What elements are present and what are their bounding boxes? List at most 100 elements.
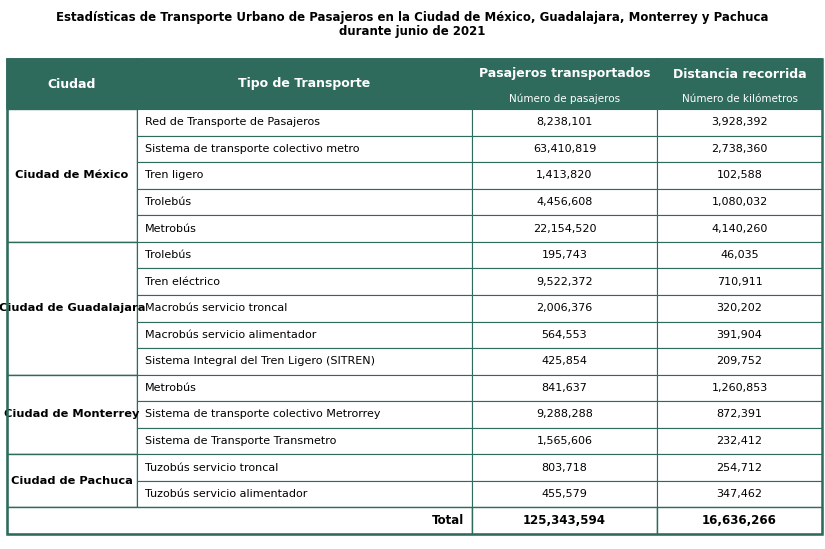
Bar <box>472 455 657 481</box>
Text: 425,854: 425,854 <box>541 356 587 366</box>
Bar <box>657 109 822 136</box>
Bar <box>137 348 472 374</box>
Text: Número de pasajeros: Número de pasajeros <box>509 94 620 104</box>
Bar <box>137 268 472 295</box>
Bar <box>472 348 657 374</box>
Bar <box>657 268 822 295</box>
Bar <box>472 401 657 428</box>
Bar <box>472 295 657 322</box>
Bar <box>472 59 657 89</box>
Text: Trolebús: Trolebús <box>145 250 191 260</box>
Text: 102,588: 102,588 <box>717 170 762 181</box>
Text: 232,412: 232,412 <box>716 436 762 446</box>
Bar <box>137 401 472 428</box>
Bar <box>657 295 822 322</box>
Text: Red de Transporte de Pasajeros: Red de Transporte de Pasajeros <box>145 117 320 127</box>
Bar <box>137 109 472 136</box>
Bar <box>7 59 137 109</box>
Text: Tuzobús servicio troncal: Tuzobús servicio troncal <box>145 463 278 473</box>
Text: 564,553: 564,553 <box>542 330 587 340</box>
Bar <box>657 348 822 374</box>
Text: 63,410,819: 63,410,819 <box>533 144 596 154</box>
Bar <box>472 136 657 162</box>
Text: 9,288,288: 9,288,288 <box>536 410 593 419</box>
Text: 1,080,032: 1,080,032 <box>711 197 767 207</box>
Bar <box>7 455 137 507</box>
Text: Ciudad de México: Ciudad de México <box>16 170 129 181</box>
Bar <box>137 374 472 401</box>
Text: Número de kilómetros: Número de kilómetros <box>681 94 798 104</box>
Text: 2,738,360: 2,738,360 <box>711 144 768 154</box>
Bar <box>472 242 657 268</box>
Text: Macrobús servicio alimentador: Macrobús servicio alimentador <box>145 330 316 340</box>
Bar <box>472 507 657 534</box>
Text: durante junio de 2021: durante junio de 2021 <box>339 25 486 38</box>
Bar <box>657 59 822 89</box>
Bar <box>7 242 137 374</box>
Bar <box>657 428 822 455</box>
Bar <box>657 162 822 189</box>
Text: Sistema de transporte colectivo Metrorrey: Sistema de transporte colectivo Metrorre… <box>145 410 380 419</box>
Text: Tren eléctrico: Tren eléctrico <box>145 277 220 287</box>
Text: Ciudad: Ciudad <box>48 77 97 91</box>
Bar <box>137 455 472 481</box>
Bar <box>657 401 822 428</box>
Text: 841,637: 841,637 <box>541 383 587 393</box>
Bar <box>472 268 657 295</box>
Bar <box>657 189 822 215</box>
Text: Metrobús: Metrobús <box>145 223 197 233</box>
Bar <box>657 89 822 109</box>
Text: 9,522,372: 9,522,372 <box>536 277 593 287</box>
Bar <box>657 322 822 348</box>
Bar <box>137 242 472 268</box>
Bar <box>137 428 472 455</box>
Text: Tuzobús servicio alimentador: Tuzobús servicio alimentador <box>145 489 308 499</box>
Bar <box>657 136 822 162</box>
Text: 391,904: 391,904 <box>717 330 762 340</box>
Text: Ciudad de Pachuca: Ciudad de Pachuca <box>11 476 133 486</box>
Bar <box>472 162 657 189</box>
Bar <box>657 242 822 268</box>
Bar <box>137 295 472 322</box>
Text: Distancia recorrida: Distancia recorrida <box>672 68 806 81</box>
Bar <box>472 215 657 242</box>
Bar <box>472 109 657 136</box>
Text: 3,928,392: 3,928,392 <box>711 117 768 127</box>
Bar <box>472 428 657 455</box>
Text: Metrobús: Metrobús <box>145 383 197 393</box>
Text: Macrobús servicio troncal: Macrobús servicio troncal <box>145 303 287 313</box>
Text: 4,456,608: 4,456,608 <box>536 197 592 207</box>
Text: 195,743: 195,743 <box>541 250 587 260</box>
Bar <box>7 109 137 242</box>
Text: Sistema de Transporte Transmetro: Sistema de Transporte Transmetro <box>145 436 337 446</box>
Text: 254,712: 254,712 <box>716 463 762 473</box>
Bar <box>472 89 657 109</box>
Text: 4,140,260: 4,140,260 <box>711 223 768 233</box>
Text: Total: Total <box>431 514 464 527</box>
Text: 1,565,606: 1,565,606 <box>536 436 592 446</box>
Text: 455,579: 455,579 <box>541 489 587 499</box>
Bar <box>137 136 472 162</box>
Text: 22,154,520: 22,154,520 <box>533 223 596 233</box>
Bar <box>657 215 822 242</box>
Text: Trolebús: Trolebús <box>145 197 191 207</box>
Text: Ciudad de Guadalajara: Ciudad de Guadalajara <box>0 303 145 313</box>
Bar <box>7 59 822 534</box>
Bar <box>137 162 472 189</box>
Bar <box>137 189 472 215</box>
Text: 209,752: 209,752 <box>716 356 762 366</box>
Text: Tipo de Transporte: Tipo de Transporte <box>238 77 370 91</box>
Text: Sistema Integral del Tren Ligero (SITREN): Sistema Integral del Tren Ligero (SITREN… <box>145 356 375 366</box>
Bar <box>7 374 137 455</box>
Text: 1,260,853: 1,260,853 <box>711 383 767 393</box>
Bar <box>472 189 657 215</box>
Bar <box>657 507 822 534</box>
Bar <box>472 481 657 507</box>
Text: 16,636,266: 16,636,266 <box>702 514 777 527</box>
Text: Tren ligero: Tren ligero <box>145 170 204 181</box>
Text: Sistema de transporte colectivo metro: Sistema de transporte colectivo metro <box>145 144 360 154</box>
Bar <box>7 507 472 534</box>
Text: Estadísticas de Transporte Urbano de Pasajeros en la Ciudad de México, Guadalaja: Estadísticas de Transporte Urbano de Pas… <box>56 10 769 24</box>
Bar <box>137 59 472 109</box>
Text: 8,238,101: 8,238,101 <box>536 117 592 127</box>
